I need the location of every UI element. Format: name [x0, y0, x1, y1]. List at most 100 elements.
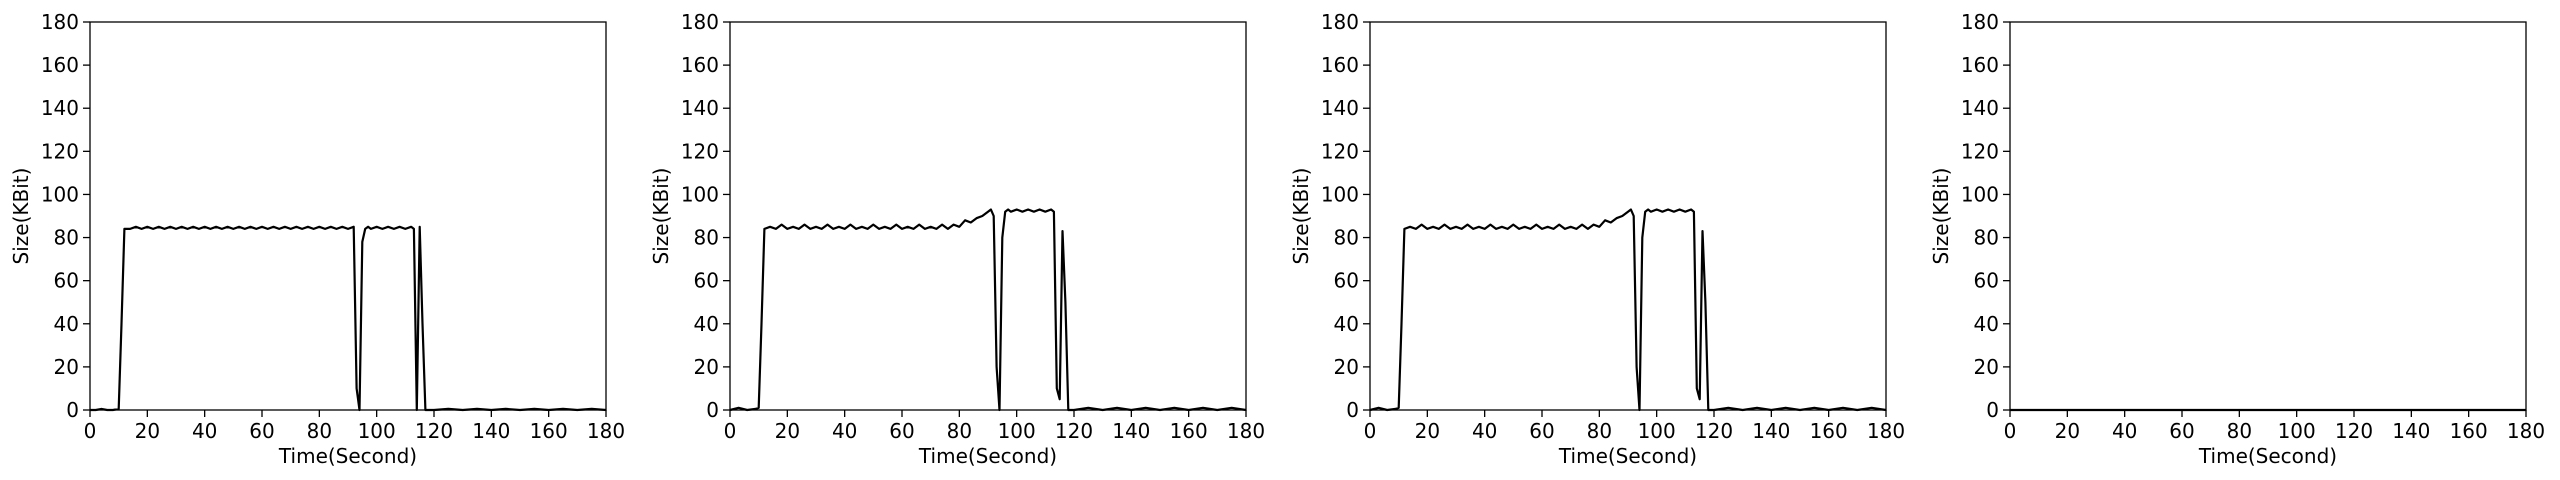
y-tick-label: 120: [1321, 139, 1359, 163]
y-tick-label: 40: [694, 312, 719, 336]
y-tick-label: 160: [1961, 53, 1999, 77]
x-tick-label: 0: [2004, 419, 2017, 443]
x-tick-label: 40: [192, 419, 217, 443]
x-tick-label: 40: [1472, 419, 1497, 443]
y-tick-label: 120: [681, 139, 719, 163]
x-tick-label: 140: [1752, 419, 1790, 443]
chart-panel-4: 0 20 40 60 80 100 120 140 160 180 0 20 40 60 80 100 120 1…: [1929, 10, 2545, 468]
x-tick-label: 160: [530, 419, 568, 443]
x-tick-label: 100: [998, 419, 1036, 443]
y-tick-label: 40: [1974, 312, 1999, 336]
x-tick-label: 60: [249, 419, 274, 443]
x-tick-label: 60: [889, 419, 914, 443]
y-tick-label: 80: [1974, 226, 1999, 250]
chart-panel-1: 0 20 40 60 80 100 120 140 160 180 0 20 40 60 80 100 120 1…: [9, 10, 625, 468]
x-tick-label: 40: [2112, 419, 2137, 443]
y-tick-label: 60: [694, 269, 719, 293]
x-tick-label: 60: [2169, 419, 2194, 443]
y-tick-label: 20: [1334, 355, 1359, 379]
x-tick-label: 80: [947, 419, 972, 443]
x-tick-label: 120: [415, 419, 453, 443]
y-tick-label: 120: [41, 139, 79, 163]
y-tick-label: 40: [54, 312, 79, 336]
y-tick-label: 180: [1321, 10, 1359, 34]
series-line-traffic: [729, 208, 1247, 412]
y-axis-label: Size(KBit): [1929, 168, 1953, 265]
x-tick-label: 140: [472, 419, 510, 443]
plot-frame: [2009, 21, 2527, 411]
y-axis-label: Size(KBit): [1289, 168, 1313, 265]
x-tick-label: 160: [2450, 419, 2488, 443]
y-tick-label: 140: [681, 96, 719, 120]
x-tick-label: 80: [307, 419, 332, 443]
y-tick-label: 20: [1974, 355, 1999, 379]
y-tick-label: 140: [1961, 96, 1999, 120]
y-tick-label: 0: [1346, 398, 1359, 422]
y-tick-label: 20: [54, 355, 79, 379]
y-tick-label: 100: [1321, 182, 1359, 206]
y-tick-label: 60: [54, 269, 79, 293]
y-tick-label: 100: [1961, 182, 1999, 206]
x-tick-label: 60: [1529, 419, 1554, 443]
x-tick-label: 20: [775, 419, 800, 443]
series-line-traffic: [1369, 208, 1887, 412]
y-tick-label: 0: [706, 398, 719, 422]
x-tick-label: 0: [84, 419, 97, 443]
y-tick-label: 160: [1321, 53, 1359, 77]
x-tick-label: 80: [1587, 419, 1612, 443]
y-tick-label: 0: [1986, 398, 1999, 422]
x-tick-label: 140: [1112, 419, 1150, 443]
chart-panel-2: 0 20 40 60 80 100 120 140 160 180 0 20 40 60 80 100 120 1…: [649, 10, 1265, 468]
y-tick-label: 80: [54, 226, 79, 250]
y-tick-label: 160: [681, 53, 719, 77]
plot-frame: [1369, 21, 1887, 411]
x-tick-label: 120: [1055, 419, 1093, 443]
y-tick-label: 140: [1321, 96, 1359, 120]
x-tick-label: 180: [1867, 419, 1905, 443]
plot-frame: [89, 21, 607, 411]
x-tick-label: 0: [724, 419, 737, 443]
y-tick-label: 80: [694, 226, 719, 250]
x-axis-label: Time(Second): [1558, 444, 1697, 468]
y-tick-label: 180: [41, 10, 79, 34]
y-tick-label: 60: [1974, 269, 1999, 293]
y-tick-label: 120: [1961, 139, 1999, 163]
y-tick-label: 180: [681, 10, 719, 34]
y-axis-label: Size(KBit): [9, 168, 33, 265]
x-tick-label: 0: [1364, 419, 1377, 443]
x-tick-label: 160: [1170, 419, 1208, 443]
y-tick-label: 20: [694, 355, 719, 379]
x-tick-label: 180: [587, 419, 625, 443]
x-tick-label: 140: [2392, 419, 2430, 443]
x-tick-label: 20: [135, 419, 160, 443]
x-tick-label: 80: [2227, 419, 2252, 443]
x-axis-label: Time(Second): [2198, 444, 2337, 468]
x-tick-label: 100: [358, 419, 396, 443]
x-tick-label: 100: [1638, 419, 1676, 443]
x-tick-label: 180: [1227, 419, 1265, 443]
y-tick-label: 180: [1961, 10, 1999, 34]
y-tick-label: 100: [41, 182, 79, 206]
x-tick-label: 20: [2055, 419, 2080, 443]
plot-frame: [729, 21, 1247, 411]
y-tick-label: 60: [1334, 269, 1359, 293]
x-axis-label: Time(Second): [918, 444, 1057, 468]
y-axis-label: Size(KBit): [649, 168, 673, 265]
x-tick-label: 40: [832, 419, 857, 443]
chart-panel-3: 0 20 40 60 80 100 120 140 160 180 0 20 40 60 80 100 120 1…: [1289, 10, 1905, 468]
y-tick-label: 80: [1334, 226, 1359, 250]
x-tick-label: 120: [2335, 419, 2373, 443]
y-tick-label: 160: [41, 53, 79, 77]
y-tick-label: 0: [66, 398, 79, 422]
y-tick-label: 100: [681, 182, 719, 206]
y-tick-label: 140: [41, 96, 79, 120]
x-tick-label: 100: [2278, 419, 2316, 443]
x-tick-label: 120: [1695, 419, 1733, 443]
x-axis-label: Time(Second): [278, 444, 417, 468]
x-tick-label: 160: [1810, 419, 1848, 443]
x-tick-label: 20: [1415, 419, 1440, 443]
y-tick-label: 40: [1334, 312, 1359, 336]
x-tick-label: 180: [2507, 419, 2545, 443]
